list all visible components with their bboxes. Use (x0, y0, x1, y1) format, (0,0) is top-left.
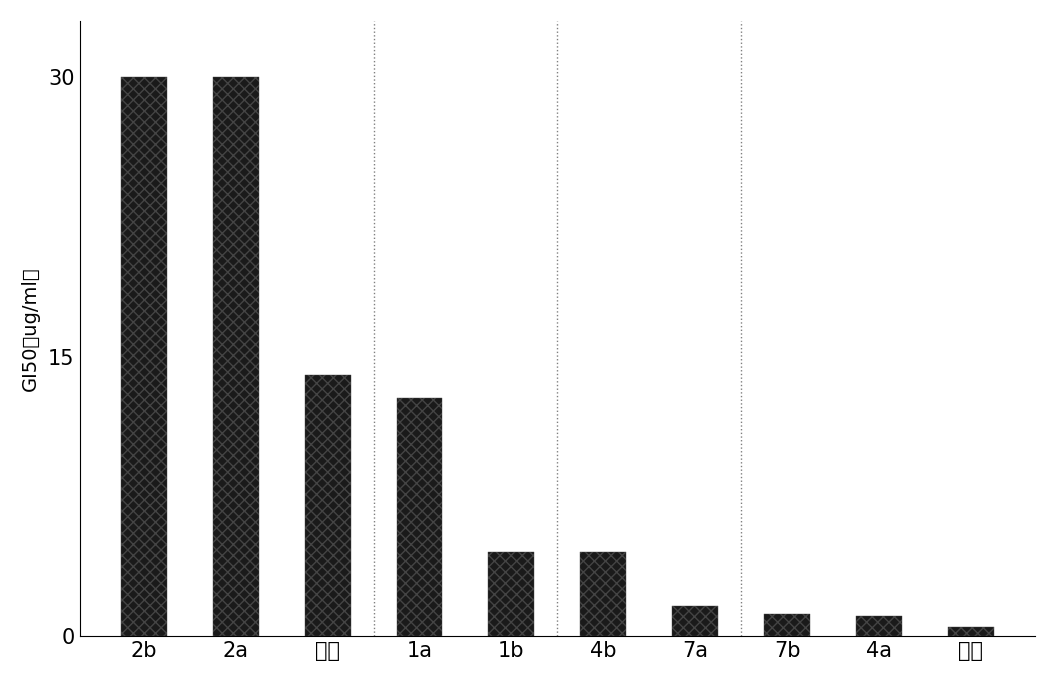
Bar (948, 627, 994, 636)
Bar (120, 77, 167, 636)
Bar (489, 552, 534, 636)
Bar (856, 616, 902, 636)
Bar (212, 77, 259, 636)
Bar (673, 606, 718, 636)
Bar (304, 375, 351, 636)
Bar (581, 552, 626, 636)
Y-axis label: GI50（ug/ml）: GI50（ug/ml） (21, 266, 40, 391)
Bar (765, 614, 810, 636)
Bar (397, 398, 442, 636)
